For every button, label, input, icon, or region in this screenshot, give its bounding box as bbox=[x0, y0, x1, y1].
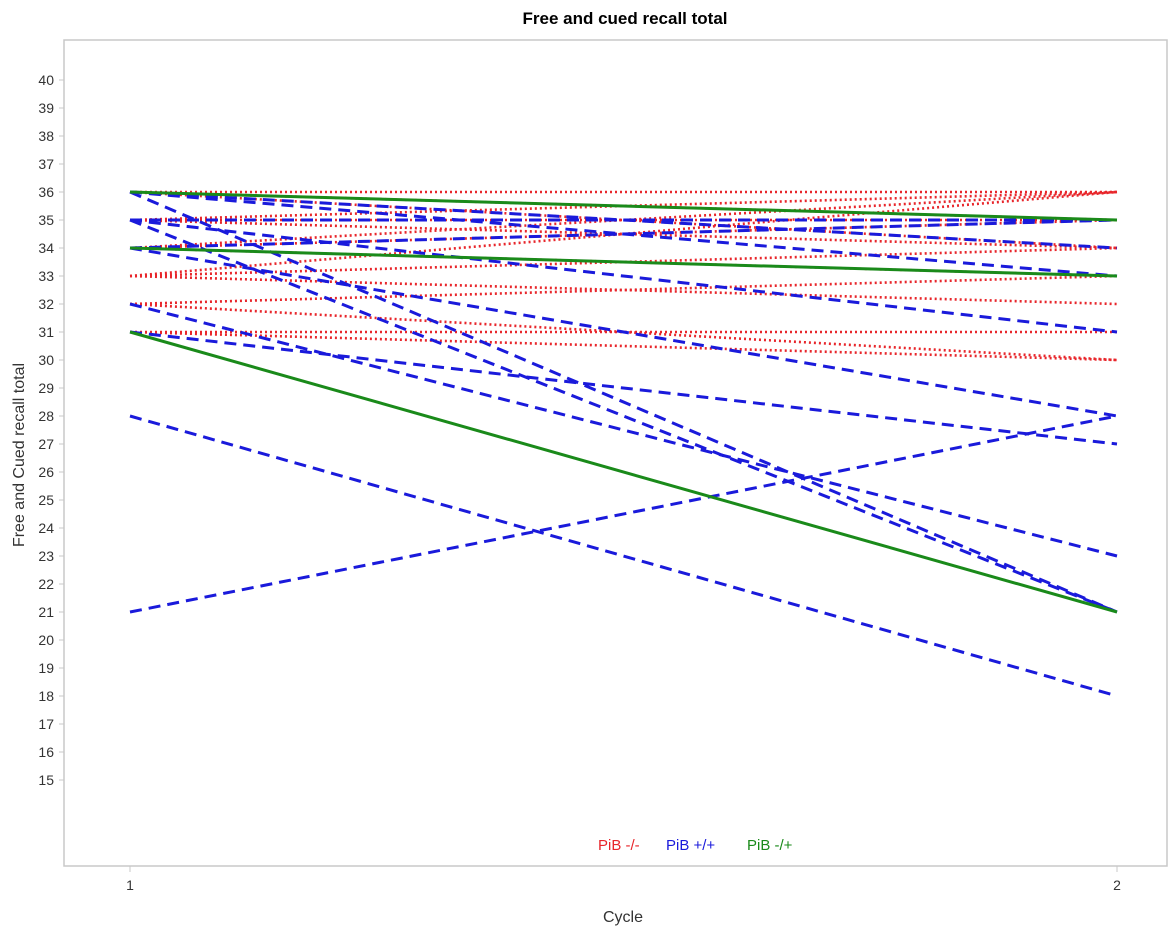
y-tick-label: 15 bbox=[38, 772, 54, 788]
series-line-dashed bbox=[129, 218, 1118, 250]
y-tick-label: 32 bbox=[38, 296, 54, 312]
plot-frame bbox=[63, 39, 1168, 867]
y-tick-label: 29 bbox=[38, 380, 54, 396]
y-tick-label: 18 bbox=[38, 688, 54, 704]
y-tick-label: 33 bbox=[38, 268, 54, 284]
legend-item: PiB -/+ bbox=[747, 837, 793, 854]
y-tick-label: 39 bbox=[38, 100, 54, 116]
series-layer bbox=[129, 190, 1118, 698]
y-tick-label: 31 bbox=[38, 324, 54, 340]
y-tick-label: 36 bbox=[38, 184, 54, 200]
series-line-dashed bbox=[129, 330, 1118, 446]
y-tick-label: 16 bbox=[38, 744, 54, 760]
x-tick-label: 1 bbox=[126, 877, 134, 893]
x-tick-label: 2 bbox=[1113, 877, 1121, 893]
y-tick-label: 23 bbox=[38, 548, 54, 564]
series-line-dashed bbox=[129, 414, 1118, 614]
y-tick-label: 28 bbox=[38, 408, 54, 424]
y-tick-label: 27 bbox=[38, 436, 54, 452]
y-tick-label: 24 bbox=[38, 520, 54, 536]
series-line-solid bbox=[129, 190, 1118, 222]
y-tick-label: 25 bbox=[38, 492, 54, 508]
y-tick-label: 17 bbox=[38, 716, 54, 732]
x-axis-label: Cycle bbox=[603, 909, 643, 926]
chart-title: Free and cued recall total bbox=[522, 9, 727, 28]
series-line-dashed bbox=[129, 190, 1118, 614]
series-line-dashed bbox=[129, 190, 1118, 278]
legend: PiB -/- PiB +/+ PiB -/+ bbox=[598, 837, 793, 854]
y-tick-label: 20 bbox=[38, 632, 54, 648]
y-tick-label: 38 bbox=[38, 128, 54, 144]
y-axis-ticks: 15 16 17 18 19 20 21 22 23 24 25 26 27 28 29 30 31 32 33 34… bbox=[38, 72, 64, 788]
y-tick-label: 37 bbox=[38, 156, 54, 172]
y-tick-label: 34 bbox=[38, 240, 54, 256]
series-line-solid bbox=[129, 246, 1118, 278]
y-tick-label: 19 bbox=[38, 660, 54, 676]
y-tick-label: 22 bbox=[38, 576, 54, 592]
y-tick-label: 40 bbox=[38, 72, 54, 88]
y-tick-label: 35 bbox=[38, 212, 54, 228]
series-line-dashed bbox=[129, 218, 1118, 334]
series-line-dashed bbox=[129, 190, 1118, 250]
series-line-dashed bbox=[129, 218, 1118, 614]
y-axis-label: Free and Cued recall total bbox=[11, 363, 28, 547]
legend-item: PiB +/+ bbox=[666, 837, 715, 854]
legend-item: PiB -/- bbox=[598, 837, 640, 854]
series-line-solid bbox=[129, 330, 1118, 614]
y-tick-label: 30 bbox=[38, 352, 54, 368]
y-tick-label: 21 bbox=[38, 604, 54, 620]
series-line-dashed bbox=[129, 246, 1118, 418]
y-tick-label: 26 bbox=[38, 464, 54, 480]
